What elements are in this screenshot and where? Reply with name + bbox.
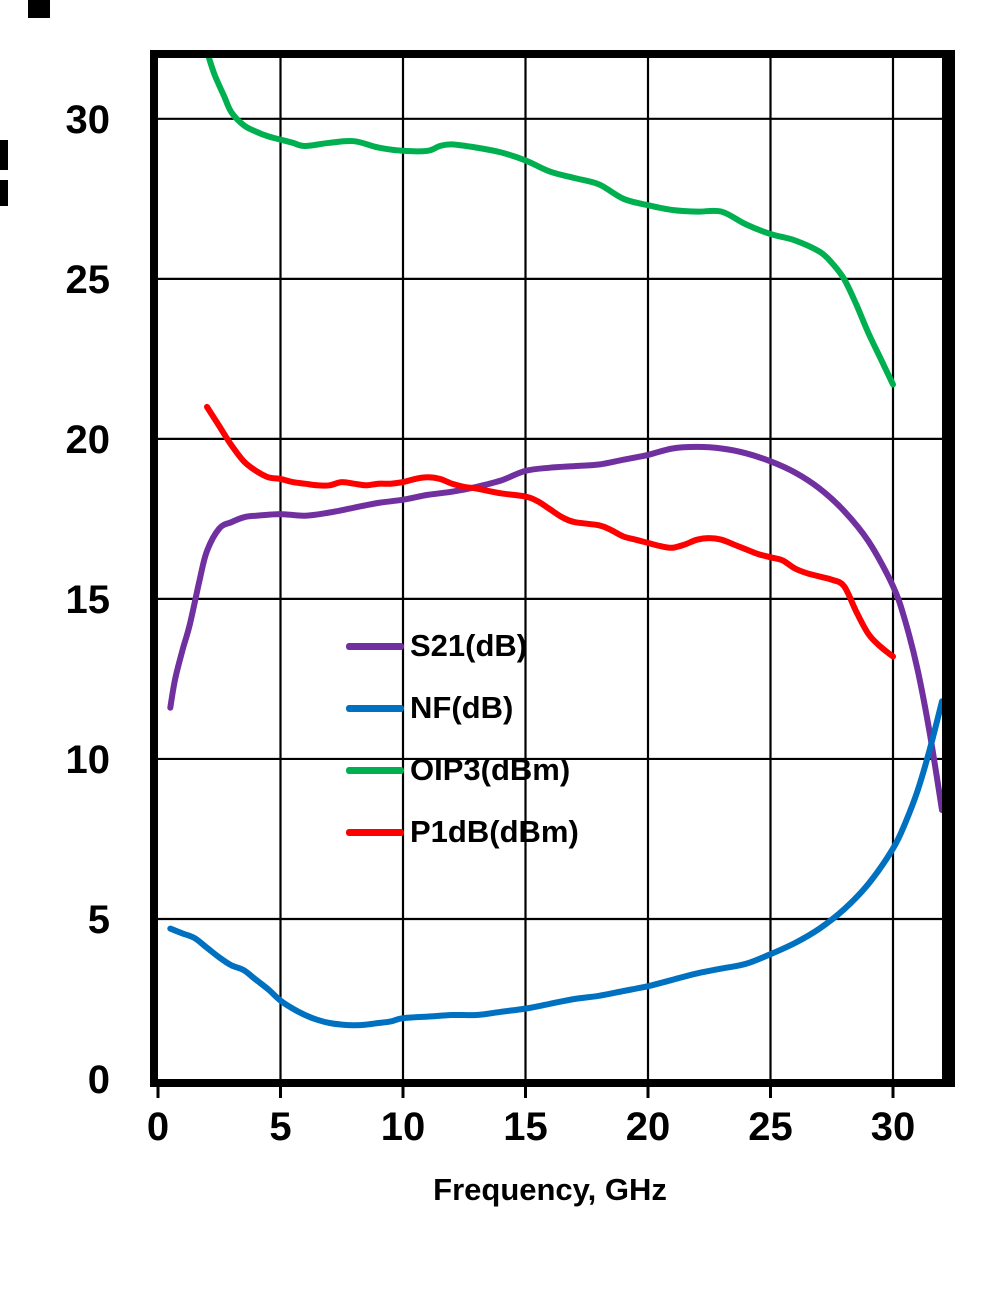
- x-tick-label: 25: [748, 1105, 793, 1149]
- legend: S21(dB) NF(dB) OIP3(dBm) P1dB(dBm): [346, 628, 579, 850]
- legend-label-oip3: OIP3(dBm): [410, 752, 571, 787]
- series-S21(dB): [167, 443, 942, 814]
- x-tick-label: 10: [381, 1105, 426, 1149]
- x-tick-label: 20: [626, 1105, 671, 1149]
- legend-label-nf: NF(dB): [410, 690, 514, 725]
- legend-line-nf: [346, 704, 404, 712]
- y-tick-label: 10: [66, 738, 111, 782]
- series-P1dB(dBm): [204, 403, 896, 660]
- y-tick-label: 0: [88, 1058, 110, 1102]
- x-tick-label: 5: [269, 1105, 291, 1149]
- legend-label-p1db: P1dB(dBm): [410, 814, 579, 849]
- clipped-axis-text-fragment: [0, 140, 8, 170]
- x-tick-label: 30: [871, 1105, 916, 1149]
- legend-line-p1db: [346, 828, 404, 836]
- y-tick-label: 15: [66, 578, 111, 622]
- x-axis-title: Frequency, GHz: [433, 1172, 667, 1207]
- y-tick-label: 30: [66, 98, 111, 142]
- y-tick-label: 25: [66, 258, 111, 302]
- legend-line-oip3: [346, 766, 404, 774]
- legend-item-s21: S21(dB): [346, 628, 579, 664]
- clipped-axis-text-fragment: [0, 180, 8, 206]
- y-tick-label: 5: [88, 898, 110, 942]
- legend-line-s21: [346, 642, 404, 650]
- legend-item-oip3: OIP3(dBm): [346, 752, 579, 788]
- plot-border-right-thick: [946, 50, 955, 1087]
- x-tick-label: 0: [147, 1105, 169, 1149]
- y-tick-label: 20: [66, 418, 111, 462]
- clipped-corner-mark: [28, 0, 50, 18]
- x-tick-label: 15: [503, 1105, 548, 1149]
- plot-border: [150, 50, 950, 1087]
- series-OIP3(dBm): [205, 58, 896, 388]
- legend-item-p1db: P1dB(dBm): [346, 814, 579, 850]
- series-NF(dB): [167, 698, 942, 1029]
- legend-item-nf: NF(dB): [346, 690, 579, 726]
- legend-label-s21: S21(dB): [410, 628, 528, 663]
